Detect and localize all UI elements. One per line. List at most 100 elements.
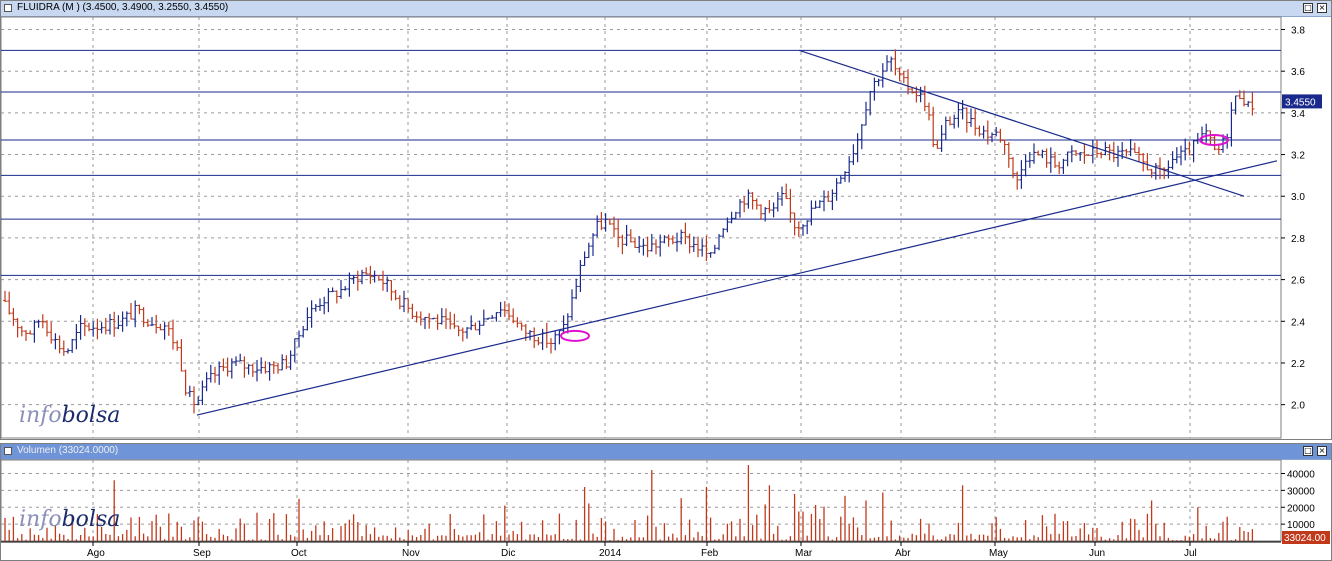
ohlc-bar-down bbox=[179, 339, 184, 372]
ohlc-bar-down bbox=[931, 106, 936, 148]
ohlc-bar-down bbox=[171, 319, 175, 350]
ohlc-bar-down bbox=[767, 200, 772, 214]
ohlc-bar-up bbox=[32, 320, 37, 343]
ohlc-bar-up bbox=[1174, 147, 1179, 164]
ohlc-bar-up bbox=[994, 126, 999, 137]
ohlc-bar-up bbox=[649, 233, 654, 252]
highlight-ellipse bbox=[560, 329, 590, 342]
last-price-badge bbox=[1282, 94, 1322, 109]
ohlc-bar-up bbox=[292, 338, 297, 363]
ohlc-bar-down bbox=[141, 307, 146, 327]
ohlc-bar-down bbox=[192, 386, 196, 414]
ohlc-bar-up bbox=[347, 272, 352, 297]
ohlc-bar-up bbox=[305, 307, 310, 331]
ohlc-bar-down bbox=[460, 327, 465, 342]
ohlc-bar-down bbox=[532, 327, 537, 349]
x-tick-label: Sep bbox=[193, 548, 211, 559]
maximize-icon[interactable]: □ bbox=[1303, 3, 1313, 13]
ohlc-bar-down bbox=[61, 340, 66, 356]
ohlc-bar-down bbox=[964, 107, 969, 133]
ohlc-bar-down bbox=[95, 318, 100, 340]
maximize-icon[interactable]: □ bbox=[1303, 446, 1313, 456]
volume-plot-frame bbox=[1, 459, 1282, 542]
ohlc-bar-up bbox=[725, 217, 730, 233]
volume-y-tick-label: 10000 bbox=[1287, 520, 1315, 531]
ohlc-bar-up bbox=[74, 324, 79, 350]
panel-menu-icon[interactable] bbox=[4, 447, 12, 455]
ohlc-bar-down bbox=[742, 196, 747, 213]
ohlc-bar-up bbox=[864, 101, 868, 126]
last-volume-badge-text: 33024.00 bbox=[1284, 533, 1326, 544]
ohlc-bar-down bbox=[1141, 152, 1146, 172]
ohlc-bar-up bbox=[477, 320, 482, 335]
ohlc-bar-down bbox=[225, 357, 230, 377]
ohlc-bar-down bbox=[704, 235, 709, 262]
ohlc-bar-down bbox=[103, 317, 108, 335]
ohlc-bar-up bbox=[738, 199, 742, 218]
ohlc-bar-up bbox=[801, 224, 805, 236]
ohlc-bar-down bbox=[633, 237, 637, 248]
ohlc-bar-down bbox=[381, 270, 385, 291]
ohlc-bar-down bbox=[364, 267, 369, 275]
ohlc-bar-down bbox=[1015, 171, 1020, 190]
ohlc-bar-up bbox=[834, 178, 839, 201]
x-tick-label: Nov bbox=[402, 548, 420, 559]
ohlc-bar-down bbox=[620, 234, 625, 255]
ohlc-bar-up bbox=[217, 361, 222, 385]
ohlc-bar-up bbox=[859, 124, 864, 150]
ohlc-bar-down bbox=[284, 355, 289, 370]
ohlc-bar-down bbox=[1011, 157, 1015, 179]
ohlc-bar-down bbox=[456, 325, 461, 337]
ohlc-bar-down bbox=[759, 204, 763, 220]
ohlc-bar-up bbox=[1078, 152, 1083, 161]
ohlc-bar-up bbox=[708, 252, 713, 258]
ohlc-bar-up bbox=[259, 357, 264, 374]
ohlc-bar-up bbox=[309, 300, 314, 328]
ohlc-bar-down bbox=[796, 221, 801, 238]
ohlc-bar-up bbox=[990, 132, 994, 143]
volume-y-tick-label: 40000 bbox=[1287, 470, 1315, 481]
ohlc-bar-down bbox=[607, 218, 612, 225]
ohlc-bar-up bbox=[876, 78, 881, 87]
ohlc-bar-up bbox=[641, 238, 646, 256]
ohlc-bar-up bbox=[301, 325, 306, 338]
ohlc-bar-up bbox=[1233, 95, 1238, 115]
ohlc-bar-up bbox=[880, 63, 885, 88]
ohlc-bar-down bbox=[397, 295, 402, 310]
ohlc-bar-down bbox=[616, 218, 621, 248]
x-tick-label: May bbox=[989, 548, 1008, 559]
ohlc-bar-up bbox=[313, 304, 318, 312]
ohlc-bar-down bbox=[1242, 90, 1246, 107]
ohlc-bar-up bbox=[771, 202, 776, 218]
ohlc-bar-up bbox=[1090, 139, 1095, 164]
ohlc-bar-up bbox=[813, 200, 818, 209]
ohlc-bar-up bbox=[1032, 143, 1036, 164]
ohlc-bar-down bbox=[263, 361, 268, 374]
ohlc-bar-up bbox=[700, 238, 705, 257]
ohlc-bar-down bbox=[792, 212, 797, 236]
ohlc-bar-down bbox=[334, 290, 339, 304]
ohlc-bar-up bbox=[187, 385, 192, 398]
panel-menu-icon[interactable] bbox=[4, 4, 12, 12]
ohlc-bar-up bbox=[675, 232, 679, 252]
ohlc-bar-up bbox=[591, 233, 595, 257]
x-tick-label: Oct bbox=[291, 548, 307, 559]
ohlc-bar-up bbox=[553, 330, 558, 351]
volume-chart: 10000 20000 30000 40000 33024.00 Ago Sep Oct Nov… bbox=[1, 459, 1330, 559]
x-tick-label: Jun bbox=[1089, 548, 1105, 559]
ohlc-bar-up bbox=[322, 296, 327, 315]
ohlc-bar-down bbox=[1162, 167, 1167, 180]
ohlc-bar-down bbox=[28, 330, 33, 335]
ohlc-bar-up bbox=[830, 189, 835, 211]
close-icon[interactable]: × bbox=[1317, 3, 1327, 13]
last-volume-badge bbox=[1282, 531, 1330, 544]
ohlc-bar-down bbox=[271, 361, 276, 374]
ohlc-bar-up bbox=[586, 242, 591, 258]
ohlc-bar-up bbox=[805, 220, 810, 235]
ohlc-bar-up bbox=[66, 348, 70, 354]
ohlc-bar-down bbox=[1216, 144, 1221, 155]
ohlc-bar-down bbox=[1237, 90, 1242, 100]
ohlc-bar-up bbox=[1103, 141, 1108, 156]
ohlc-bar-down bbox=[427, 313, 432, 329]
close-icon[interactable]: × bbox=[1317, 446, 1327, 456]
